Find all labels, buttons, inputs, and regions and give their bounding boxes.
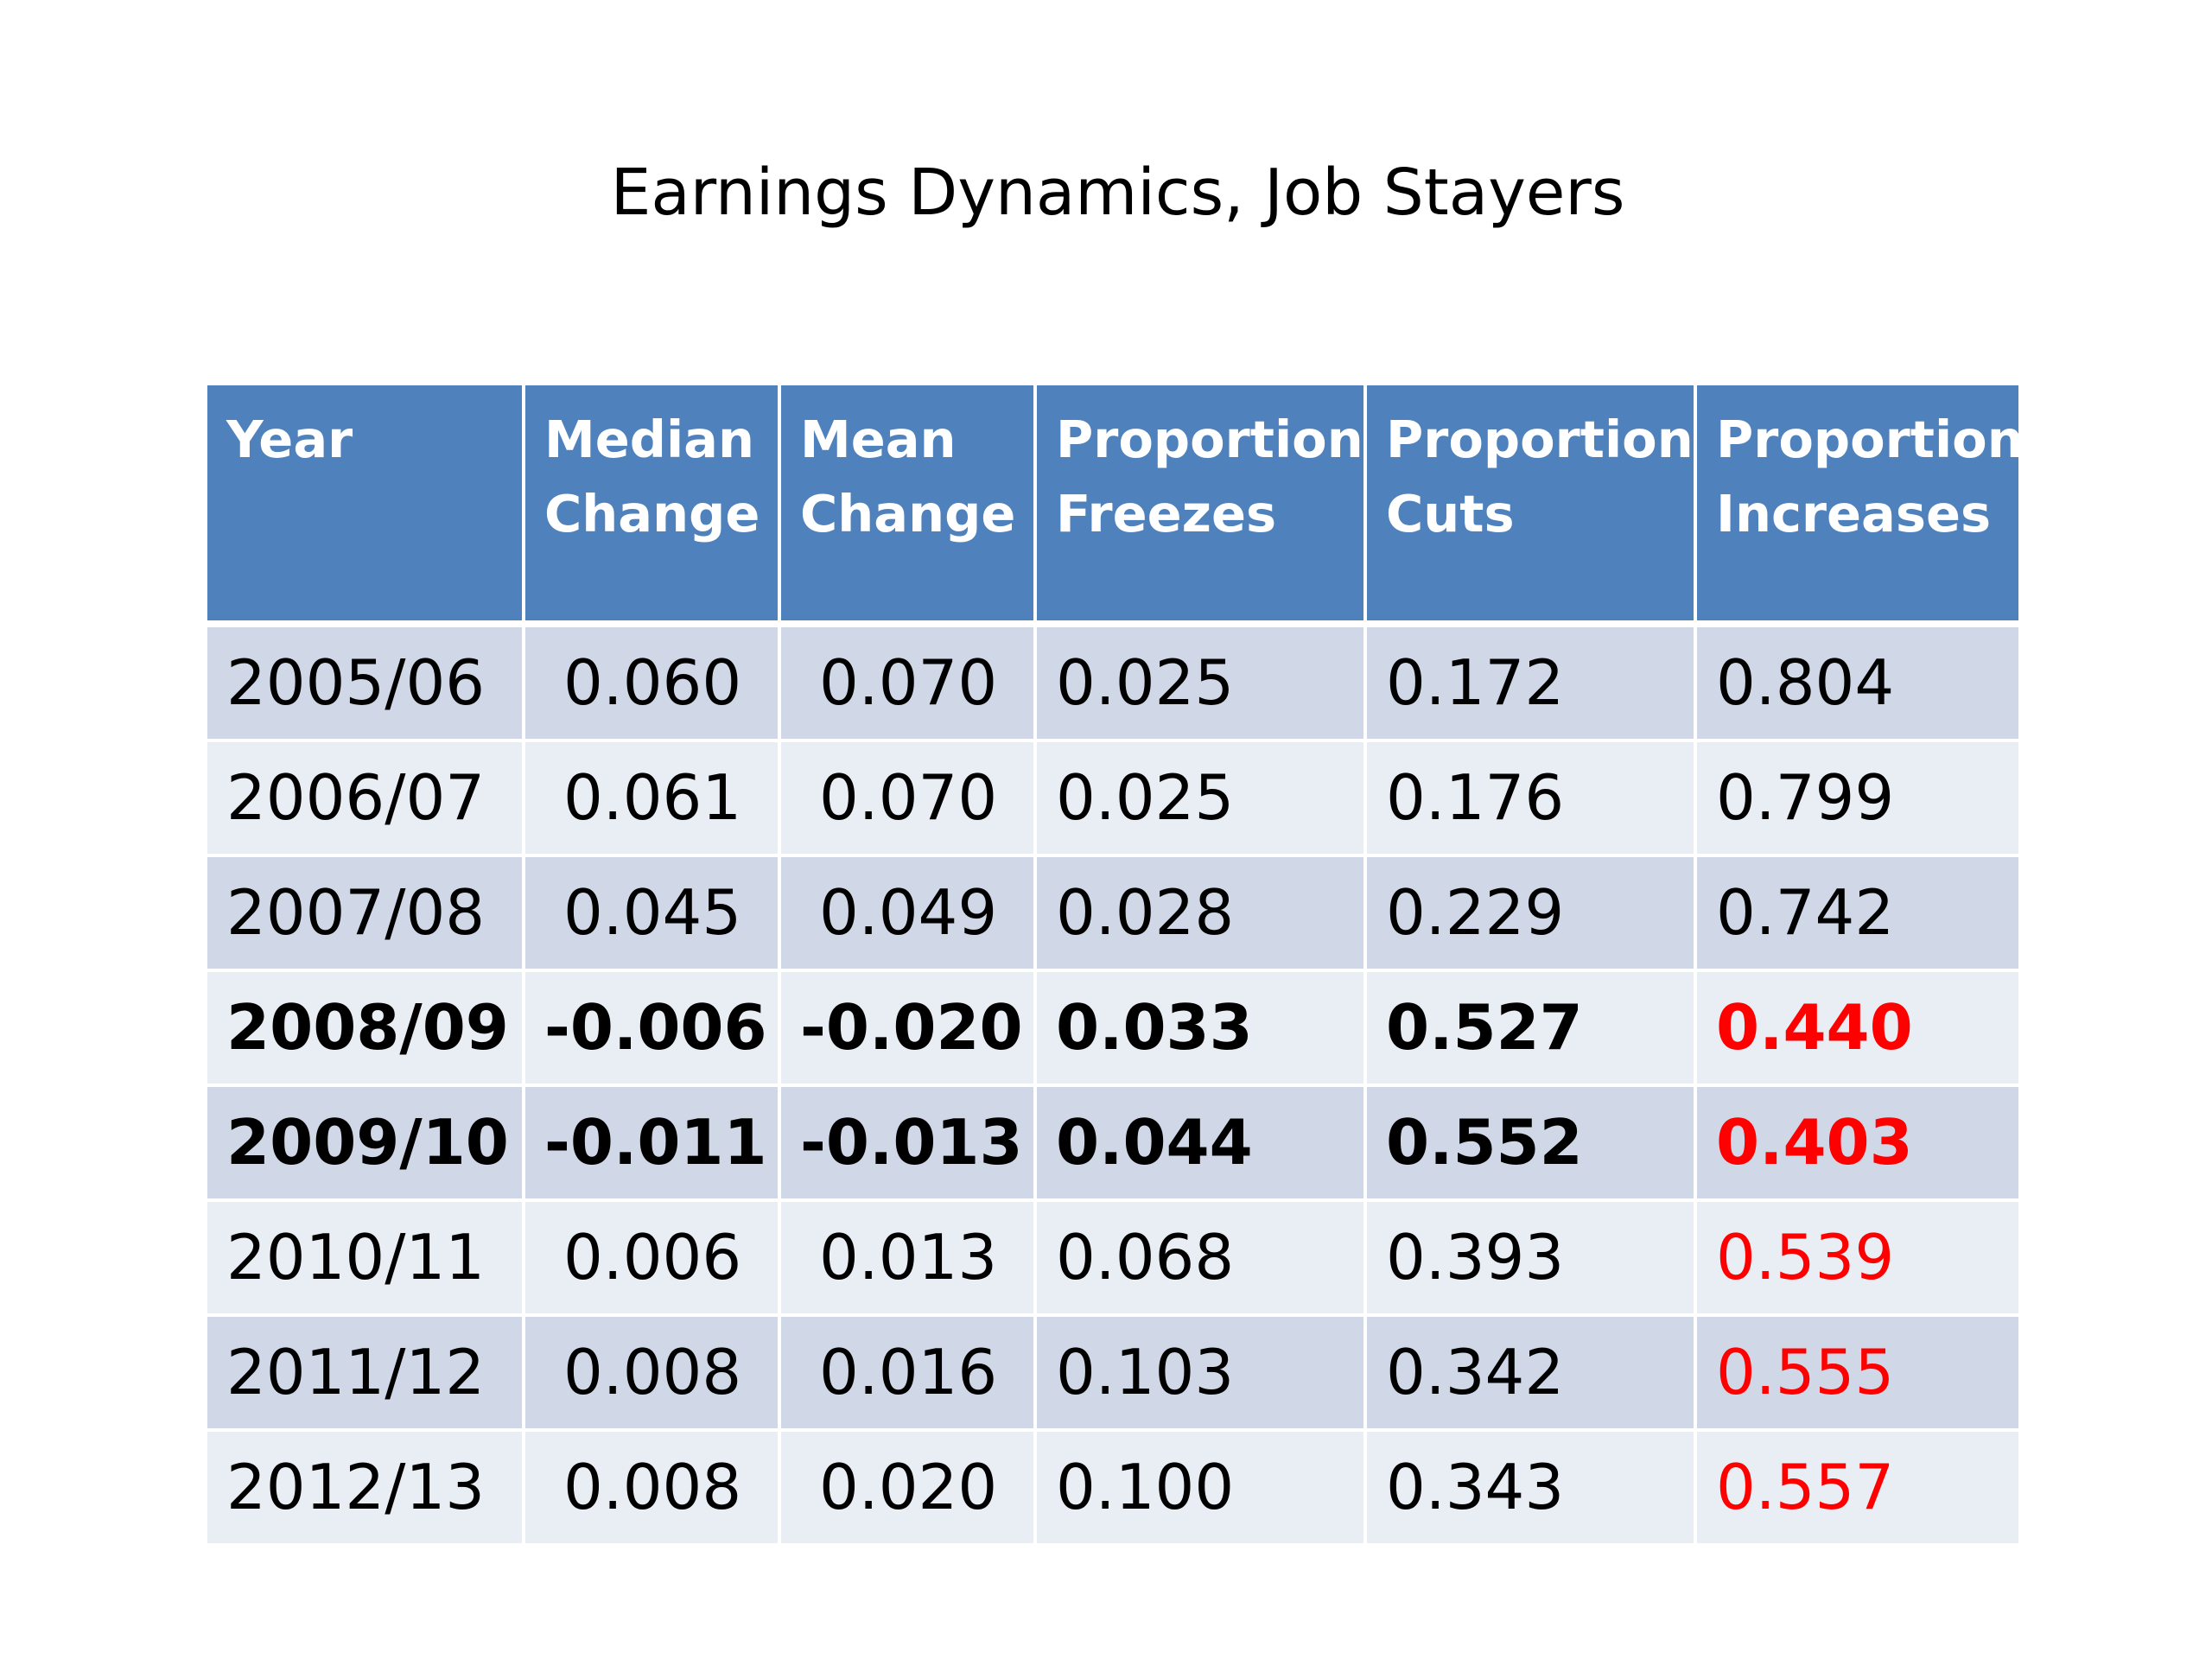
cell-proportion-increases: 0.742 [1694,854,2022,972]
cell-mean-change: 0.016 [778,1313,1037,1432]
cell-mean-change: -0.013 [778,1084,1037,1202]
header-proportion-increases: Proportion Increases [1694,382,2024,627]
cell-proportion-increases: 0.799 [1694,739,2022,857]
table-row: 2006/07 0.061 0.070 0.025 0.176 0.799 [204,739,2022,857]
cell-mean-change: -0.020 [778,969,1037,1087]
cell-proportion-freezes: 0.068 [1033,1198,1367,1317]
cell-proportion-cuts: 0.172 [1363,622,1697,742]
cell-median-change: -0.006 [522,969,781,1087]
cell-proportion-freezes: 0.025 [1033,622,1367,742]
cell-proportion-cuts: 0.552 [1363,1084,1697,1202]
cell-median-change: 0.061 [522,739,781,857]
cell-proportion-cuts: 0.342 [1363,1313,1697,1432]
cell-median-change: 0.008 [522,1428,781,1547]
cell-mean-change: 0.013 [778,1198,1037,1317]
cell-year: 2012/13 [204,1428,525,1547]
cell-proportion-cuts: 0.343 [1363,1428,1697,1547]
cell-year: 2007/08 [204,854,525,972]
table-body: 2005/06 0.060 0.070 0.025 0.172 0.804 2006/07 0… [204,622,2022,1547]
cell-proportion-cuts: 0.229 [1363,854,1697,972]
cell-proportion-cuts: 0.393 [1363,1198,1697,1317]
cell-year: 2008/09 [204,969,525,1087]
cell-proportion-freezes: 0.103 [1033,1313,1367,1432]
earnings-table: Year Median Change Mean Change Proportio… [204,382,2024,1547]
cell-proportion-cuts: 0.176 [1363,739,1697,857]
cell-median-change: 0.060 [522,622,781,742]
table-row: 2010/11 0.006 0.013 0.068 0.393 0.539 [204,1198,2022,1317]
cell-proportion-increases: 0.555 [1694,1313,2022,1432]
cell-proportion-increases: 0.403 [1694,1084,2022,1202]
cell-year: 2010/11 [204,1198,525,1317]
cell-proportion-increases: 0.440 [1694,969,2022,1087]
cell-proportion-freezes: 0.100 [1033,1428,1367,1547]
cell-proportion-freezes: 0.033 [1033,969,1367,1087]
cell-median-change: 0.006 [522,1198,781,1317]
cell-proportion-cuts: 0.527 [1363,969,1697,1087]
cell-year: 2006/07 [204,739,525,857]
cell-proportion-freezes: 0.044 [1033,1084,1367,1202]
cell-median-change: 0.008 [522,1313,781,1432]
cell-year: 2009/10 [204,1084,525,1202]
cell-proportion-increases: 0.804 [1694,622,2022,742]
cell-mean-change: 0.020 [778,1428,1037,1547]
table-row: 2007/08 0.045 0.049 0.028 0.229 0.742 [204,854,2022,972]
cell-year: 2005/06 [204,622,525,742]
header-median-change: Median Change [522,382,781,627]
cell-mean-change: 0.070 [778,739,1037,857]
header-proportion-freezes: Proportion Freezes [1033,382,1367,627]
cell-proportion-increases: 0.557 [1694,1428,2022,1547]
cell-year: 2011/12 [204,1313,525,1432]
cell-proportion-increases: 0.539 [1694,1198,2022,1317]
cell-mean-change: 0.070 [778,622,1037,742]
cell-median-change: -0.011 [522,1084,781,1202]
cell-mean-change: 0.049 [778,854,1037,972]
header-proportion-cuts: Proportion Cuts [1363,382,1697,627]
cell-proportion-freezes: 0.025 [1033,739,1367,857]
table-row: 2008/09 -0.006 -0.020 0.033 0.527 0.440 [204,969,2022,1087]
table-header-row: Year Median Change Mean Change Proportio… [204,382,2024,627]
table-row: 2011/12 0.008 0.016 0.103 0.342 0.555 [204,1313,2022,1432]
header-year: Year [204,382,525,627]
table-row: 2005/06 0.060 0.070 0.025 0.172 0.804 [204,622,2022,742]
cell-proportion-freezes: 0.028 [1033,854,1367,972]
slide-title: Earnings Dynamics, Job Stayers [610,156,1625,230]
table-row: 2009/10 -0.011 -0.013 0.044 0.552 0.403 [204,1084,2022,1202]
cell-median-change: 0.045 [522,854,781,972]
table-row: 2012/13 0.008 0.020 0.100 0.343 0.557 [204,1428,2022,1547]
header-mean-change: Mean Change [778,382,1037,627]
